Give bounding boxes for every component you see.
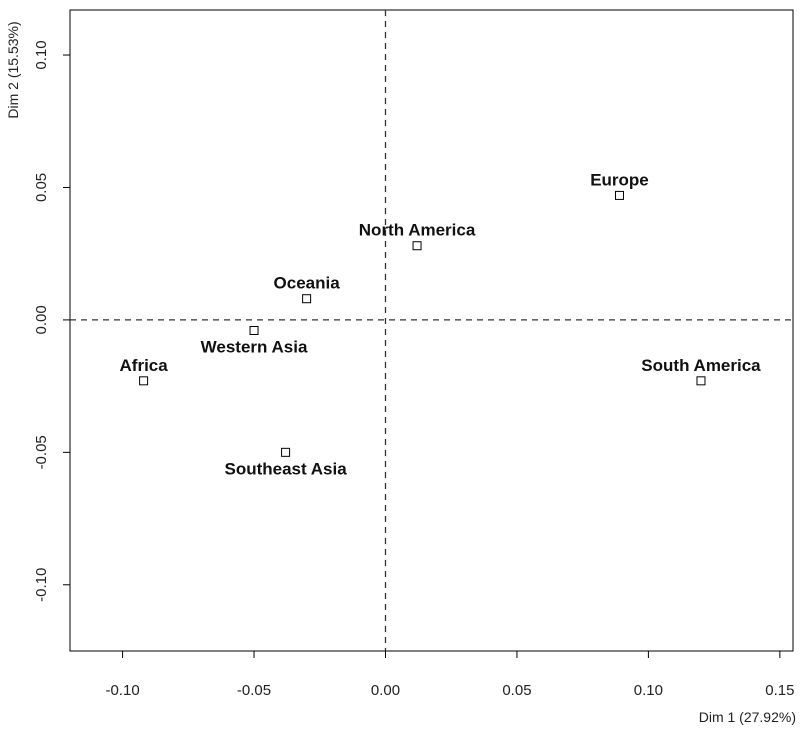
x-tick-label: 0.15 [765,682,794,699]
point-label: Europe [590,170,649,189]
reference-lines [70,10,793,651]
x-axis: -0.10 -0.05 0.00 0.05 0.10 0.15 [105,651,794,699]
x-tick-label: -0.10 [105,682,139,699]
x-tick-label: 0.05 [502,682,531,699]
point-marker [139,376,149,386]
point-label: Africa [120,356,169,375]
y-tick-label: -0.10 [33,568,50,602]
x-tick-label: -0.05 [237,682,271,699]
point-label: Southeast Asia [224,459,347,478]
y-axis: -0.10 -0.05 0.00 0.05 0.10 [33,40,70,602]
x-axis-title: Dim 1 (27.92%) [699,709,796,725]
y-tick-label: -0.05 [33,435,50,469]
point-label: North America [359,221,476,240]
x-tick-label: 0.10 [634,682,663,699]
y-tick-label: 0.00 [33,305,50,334]
data-points: Europe North America Oceania Western Asia Af… [120,170,762,478]
y-tick-label: 0.05 [33,173,50,202]
point-marker [412,241,422,251]
point-marker [696,376,706,386]
point-marker [281,447,291,457]
point-marker [249,326,259,335]
point-marker [302,294,312,304]
x-tick-label: 0.00 [371,682,400,699]
point-marker [614,190,624,200]
plot-frame [69,9,794,652]
y-tick-label: 0.10 [33,40,50,69]
point-label: Oceania [274,274,341,293]
y-axis-title: Dim 2 (15.53%) [5,21,21,118]
point-label: South America [641,356,761,375]
point-label: Western Asia [201,338,308,357]
